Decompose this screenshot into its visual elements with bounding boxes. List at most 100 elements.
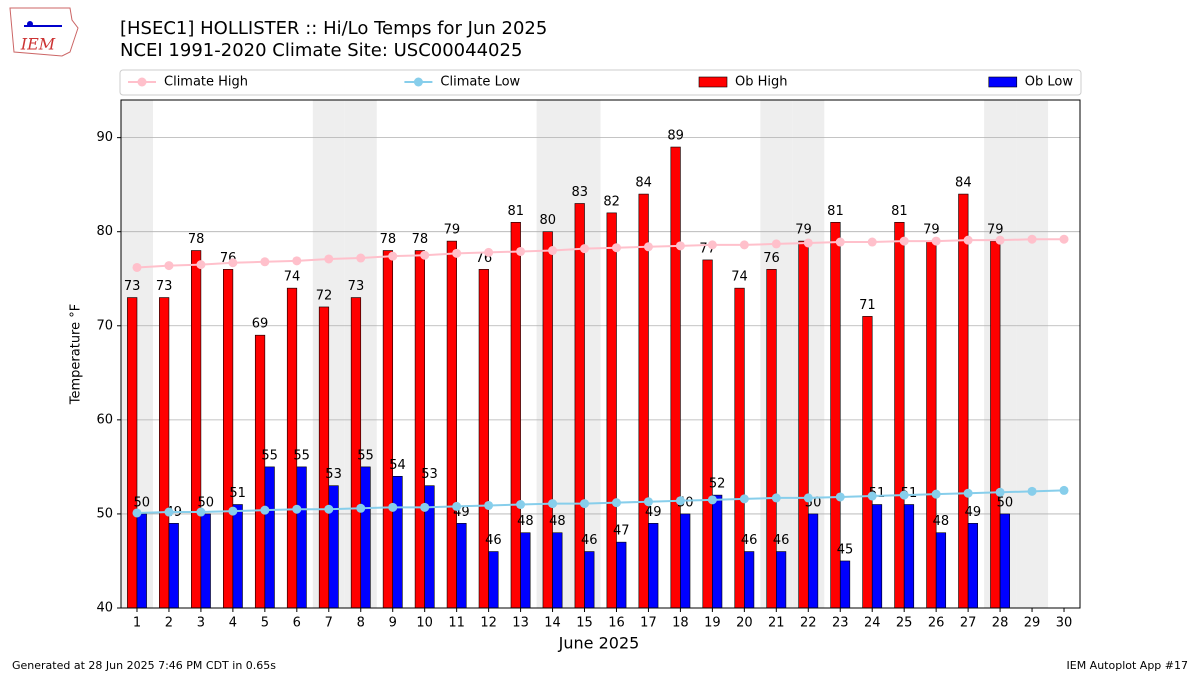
data-label: 79 (795, 223, 812, 238)
data-label: 80 (539, 213, 556, 228)
legend-swatch (698, 76, 728, 88)
x-tick-label: 2 (165, 616, 173, 631)
data-label: 78 (188, 232, 205, 247)
logo-dot (27, 21, 33, 27)
line-marker (388, 502, 398, 512)
y-tick-label: 60 (96, 412, 113, 427)
bar (670, 146, 681, 609)
line-marker (867, 237, 877, 247)
bar (191, 250, 202, 609)
x-tick-label: 18 (672, 616, 689, 631)
legend-item: Ob High (698, 75, 788, 90)
line-marker (771, 239, 781, 249)
legend-label: Ob High (735, 75, 788, 90)
x-tick-label: 14 (544, 616, 561, 631)
chart-title: [HSEC1] HOLLISTER :: Hi/Lo Temps for Jun… (120, 18, 547, 39)
data-label: 78 (412, 232, 429, 247)
data-label: 49 (965, 505, 982, 520)
data-label: 73 (348, 279, 365, 294)
bar (478, 269, 489, 609)
bar (807, 513, 819, 609)
data-label: 48 (549, 514, 566, 529)
line-marker (803, 238, 813, 248)
data-label: 84 (635, 176, 652, 191)
line-marker (643, 242, 653, 252)
data-label: 50 (997, 495, 1014, 510)
bar (616, 541, 627, 609)
data-label: 47 (613, 524, 630, 539)
bar (159, 297, 170, 609)
x-tick-label: 9 (389, 616, 397, 631)
line-marker (164, 261, 174, 271)
weekend-shade (1016, 100, 1049, 608)
x-tick-label: 6 (293, 616, 301, 631)
line-marker (931, 236, 941, 246)
bar (360, 466, 371, 609)
x-tick-label: 4 (229, 616, 237, 631)
data-label: 49 (645, 505, 662, 520)
bar (200, 513, 211, 609)
data-label: 48 (517, 514, 534, 529)
x-tick-label: 5 (261, 616, 269, 631)
line-marker (388, 251, 398, 261)
footer-right: IEM Autoplot App #17 (1067, 659, 1189, 672)
x-tick-label: 29 (1024, 616, 1041, 631)
bar (232, 504, 243, 609)
data-label: 51 (229, 486, 246, 501)
data-label: 81 (508, 204, 525, 219)
bar (168, 523, 179, 609)
data-label: 46 (741, 533, 758, 548)
line-marker (452, 248, 462, 258)
logo: IEM (9, 7, 79, 57)
x-tick-label: 10 (416, 616, 433, 631)
y-tick-label: 90 (96, 130, 113, 145)
line-marker (1059, 485, 1069, 495)
data-label: 73 (156, 279, 173, 294)
line-marker (611, 243, 621, 253)
bar (999, 513, 1010, 609)
bar (318, 306, 330, 609)
line-marker (420, 502, 430, 512)
bar (414, 250, 425, 609)
legend-swatch (413, 77, 423, 87)
data-label: 82 (603, 194, 620, 209)
line-marker (675, 241, 685, 251)
line-marker (132, 508, 142, 518)
line-marker (260, 505, 270, 515)
data-label: 69 (252, 317, 269, 332)
line-marker (132, 262, 142, 272)
bar (734, 287, 745, 609)
bar (862, 316, 873, 609)
data-label: 46 (773, 533, 790, 548)
bar (798, 240, 809, 609)
line-marker (324, 254, 334, 264)
bar (903, 504, 915, 609)
line-marker (548, 499, 558, 509)
x-tick-label: 11 (448, 616, 465, 631)
bar (606, 212, 617, 609)
footer-left: Generated at 28 Jun 2025 7:46 PM CDT in … (12, 659, 276, 672)
line-marker (580, 499, 590, 509)
y-tick-label: 50 (96, 506, 113, 521)
legend-label: Ob Low (1025, 75, 1074, 90)
x-tick-label: 26 (928, 616, 945, 631)
data-label: 73 (124, 279, 141, 294)
data-label: 50 (134, 495, 151, 510)
logo-outline (9, 7, 79, 57)
line-marker (707, 240, 717, 250)
line-marker (739, 494, 749, 504)
x-tick-label: 8 (357, 616, 365, 631)
bar (871, 504, 883, 609)
bar (222, 269, 234, 609)
line-marker (803, 493, 813, 503)
data-label: 79 (444, 223, 461, 238)
bar (296, 466, 307, 609)
line-marker (1027, 486, 1037, 496)
x-tick-label: 21 (768, 616, 785, 631)
line-marker (675, 496, 685, 506)
bar (136, 513, 147, 609)
bar (127, 297, 138, 609)
bar (712, 494, 723, 609)
x-tick-label: 22 (800, 616, 817, 631)
